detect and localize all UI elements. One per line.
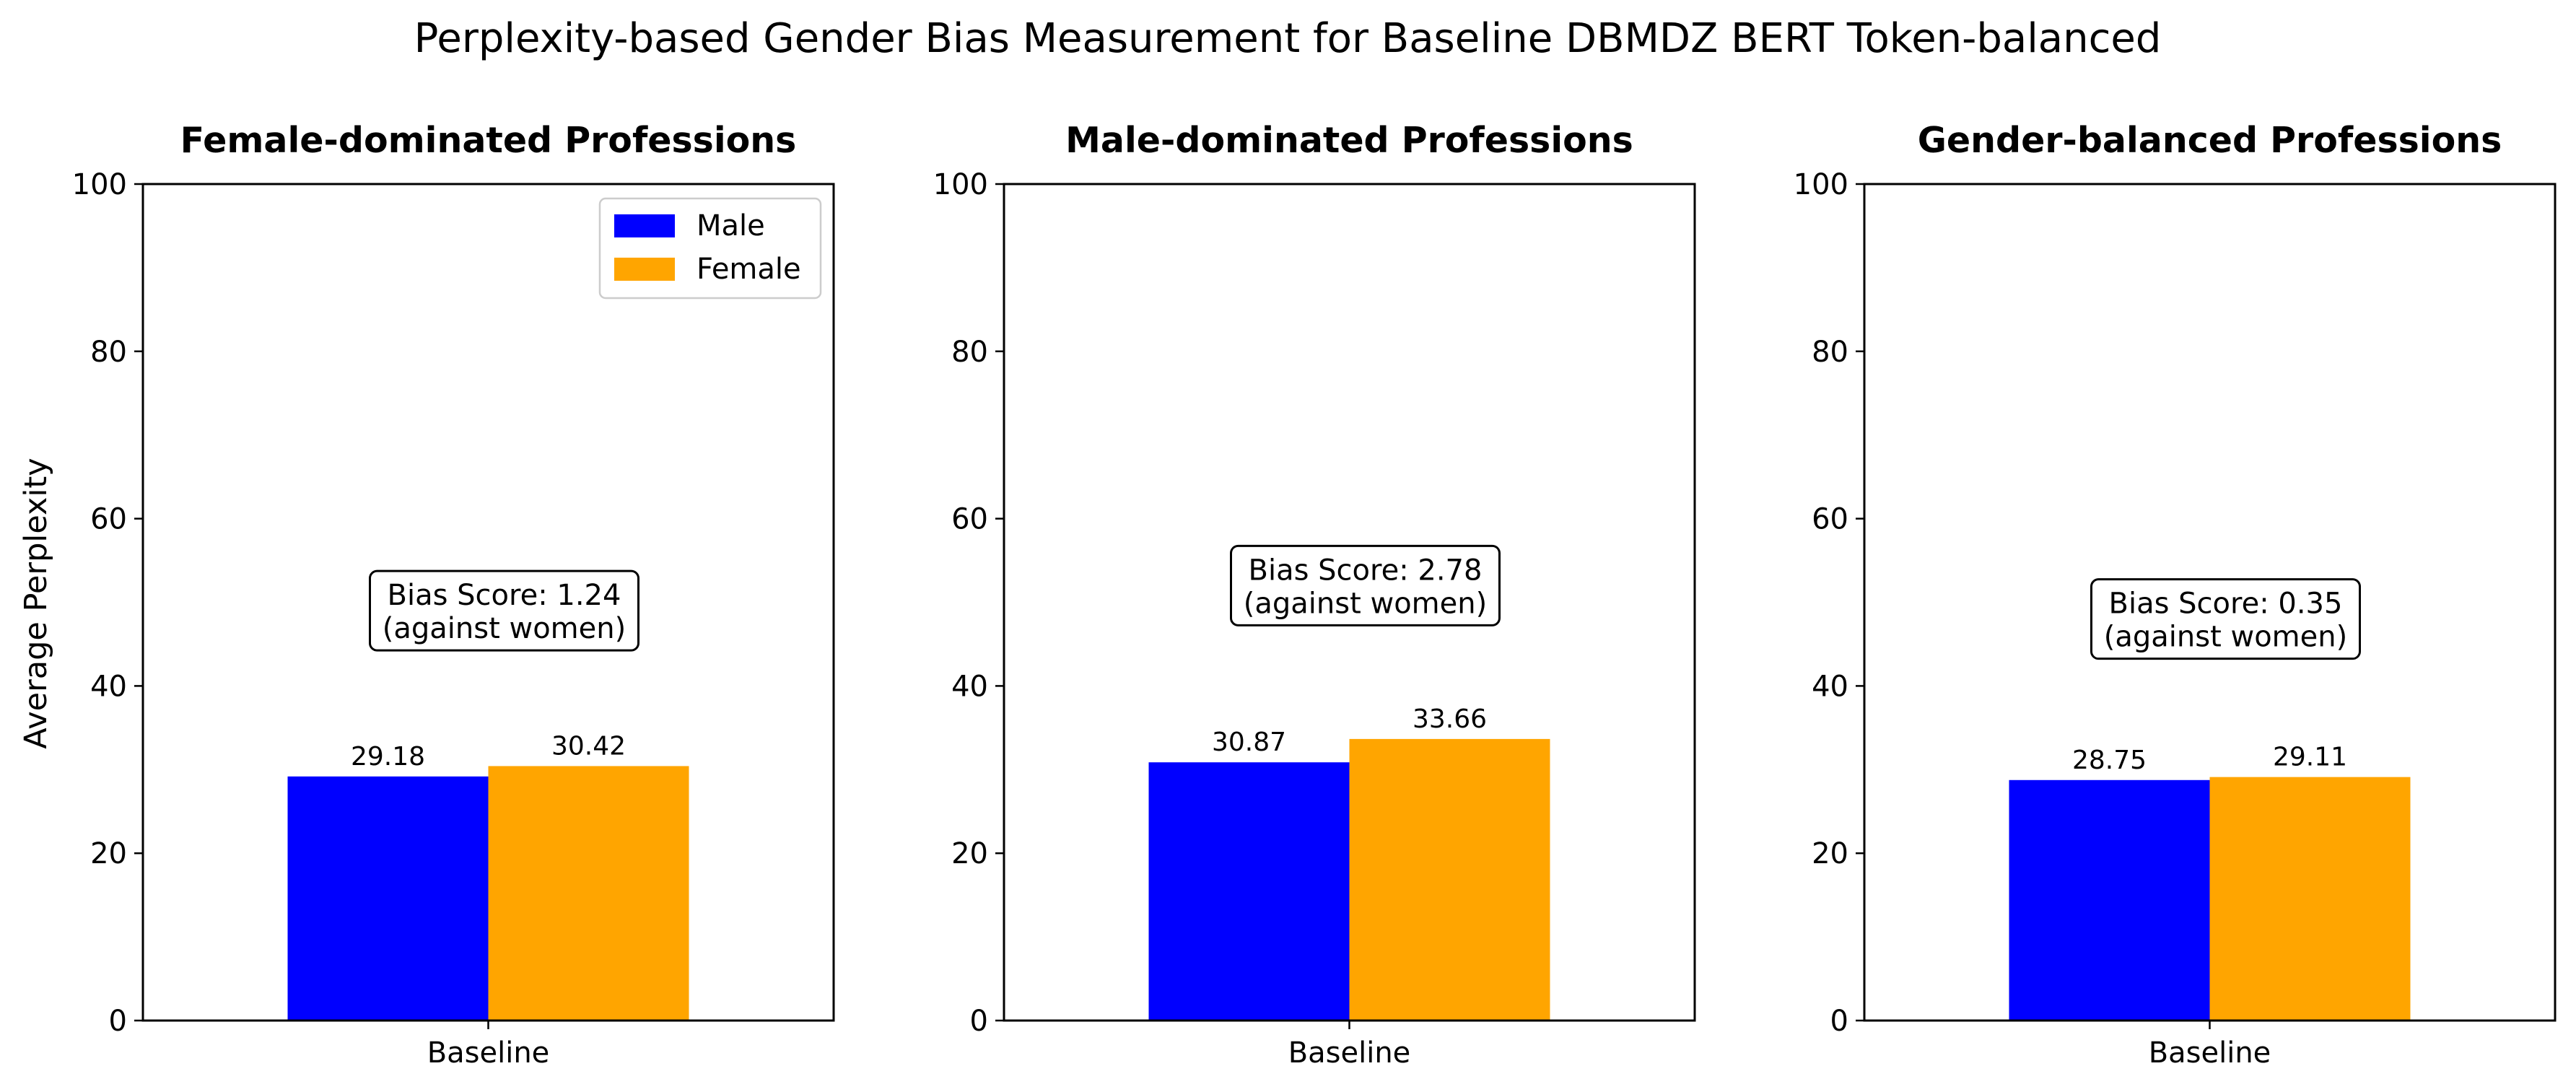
- bias-score-label: Bias Score: 2.78: [1249, 554, 1483, 587]
- x-tick-label: Baseline: [427, 1036, 550, 1070]
- bar-female: [488, 766, 689, 1021]
- data-label: 29.18: [351, 742, 425, 772]
- figure-title: Perplexity-based Gender Bias Measurement…: [414, 15, 2162, 62]
- subplot-title: Male-dominated Professions: [1065, 120, 1633, 161]
- bias-direction-label: (against women): [383, 612, 626, 645]
- bias-direction-label: (against women): [2104, 621, 2347, 654]
- data-label: 30.42: [551, 731, 626, 761]
- bar-female: [2209, 777, 2411, 1021]
- x-tick-label: Baseline: [1288, 1036, 1411, 1070]
- y-tick-label: 80: [1812, 336, 1848, 369]
- subplots: Female-dominated Professions 29.18 30.42 0 2…: [72, 120, 2557, 1070]
- x-tick-label: Baseline: [2149, 1036, 2271, 1070]
- legend-swatch-male: [614, 214, 675, 237]
- bias-direction-label: (against women): [1244, 587, 1487, 620]
- data-label: 30.87: [1212, 728, 1286, 757]
- data-label: 28.75: [2072, 746, 2147, 775]
- bias-score-box: [369, 569, 639, 652]
- y-tick-label: 20: [1812, 837, 1848, 870]
- data-label: 29.11: [2273, 743, 2347, 772]
- bias-score-label: Bias Score: 0.35: [2109, 588, 2343, 621]
- legend-label: Female: [697, 253, 801, 286]
- y-tick-label: 40: [951, 670, 988, 703]
- legend: Male Female: [598, 197, 822, 300]
- subplot-3: Gender-balanced Professions 28.75 29.11 0 20…: [1794, 120, 2557, 1070]
- bias-score-label: Bias Score: 1.24: [388, 579, 621, 612]
- legend-swatch-female: [614, 258, 675, 281]
- y-tick-label: 80: [90, 336, 127, 369]
- bar-male: [2009, 779, 2210, 1021]
- data-label: 33.66: [1413, 704, 1487, 734]
- bar-male: [1148, 762, 1350, 1021]
- y-tick-label: 100: [933, 168, 988, 201]
- y-tick-label: 20: [90, 837, 127, 870]
- y-tick-label: 40: [90, 670, 127, 703]
- bar-female: [1349, 738, 1550, 1021]
- y-axis-label: Average Perplexity: [18, 458, 54, 748]
- y-tick-label: 40: [1812, 670, 1848, 703]
- subplot-1: Female-dominated Professions 29.18 30.42 0 2…: [72, 120, 835, 1070]
- y-tick-label: 0: [109, 1005, 127, 1038]
- y-tick-label: 0: [1830, 1005, 1848, 1038]
- y-tick-label: 80: [951, 336, 988, 369]
- y-tick-label: 0: [970, 1005, 988, 1038]
- y-tick-label: 60: [1812, 503, 1848, 536]
- legend-label: Male: [697, 209, 765, 243]
- bias-score-box: [2090, 578, 2361, 660]
- subplot-title: Gender-balanced Professions: [1918, 120, 2502, 161]
- subplot-title: Female-dominated Professions: [180, 120, 797, 161]
- y-tick-label: 60: [90, 503, 127, 536]
- y-tick-label: 100: [1794, 168, 1848, 201]
- y-tick-label: 100: [72, 168, 127, 201]
- subplot-2: Male-dominated Professions 30.87 33.66 0 20 4…: [933, 120, 1696, 1070]
- bias-score-box: [1230, 544, 1501, 626]
- y-tick-label: 60: [951, 503, 988, 536]
- y-tick-label: 20: [951, 837, 988, 870]
- bar-male: [287, 776, 489, 1021]
